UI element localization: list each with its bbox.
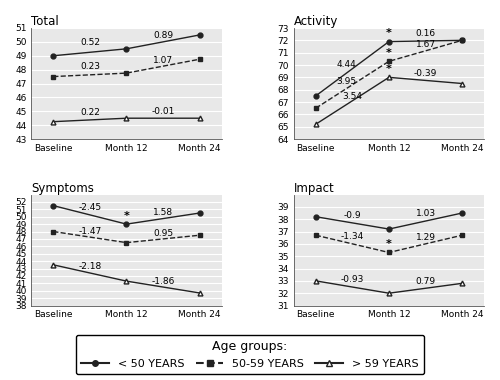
Text: 0.16: 0.16	[416, 29, 436, 38]
Text: 0.52: 0.52	[80, 38, 100, 47]
Text: -0.93: -0.93	[340, 275, 364, 284]
Text: 0.79: 0.79	[416, 277, 436, 286]
Text: 0.89: 0.89	[153, 31, 173, 40]
Text: 1.67: 1.67	[416, 40, 436, 49]
Legend: < 50 YEARS, 50-59 YEARS, > 59 YEARS: < 50 YEARS, 50-59 YEARS, > 59 YEARS	[76, 335, 424, 374]
Text: Symptoms: Symptoms	[32, 182, 94, 195]
Text: 1.29: 1.29	[416, 233, 436, 242]
Text: Activity: Activity	[294, 15, 338, 28]
Text: 3.95: 3.95	[336, 77, 356, 86]
Text: *: *	[386, 64, 392, 74]
Text: 0.22: 0.22	[80, 108, 100, 117]
Text: 4.44: 4.44	[336, 60, 356, 69]
Text: *: *	[386, 239, 392, 249]
Text: 0.95: 0.95	[153, 229, 173, 238]
Text: -1.47: -1.47	[78, 227, 102, 236]
Text: 1.03: 1.03	[416, 209, 436, 218]
Text: 1.07: 1.07	[153, 56, 173, 65]
Text: *: *	[124, 211, 130, 221]
Text: -1.34: -1.34	[341, 233, 364, 241]
Text: -2.45: -2.45	[78, 203, 102, 212]
Text: *: *	[386, 48, 392, 58]
Text: -0.01: -0.01	[152, 107, 174, 116]
Text: Total: Total	[32, 15, 59, 28]
Text: -1.86: -1.86	[152, 277, 174, 286]
Text: -2.18: -2.18	[78, 263, 102, 271]
Text: 3.54: 3.54	[342, 92, 362, 101]
Text: 0.23: 0.23	[80, 62, 100, 71]
Text: Impact: Impact	[294, 182, 335, 195]
Text: *: *	[386, 28, 392, 38]
Text: -0.9: -0.9	[344, 211, 361, 220]
Text: -0.39: -0.39	[414, 69, 437, 78]
Text: 1.58: 1.58	[153, 208, 173, 217]
